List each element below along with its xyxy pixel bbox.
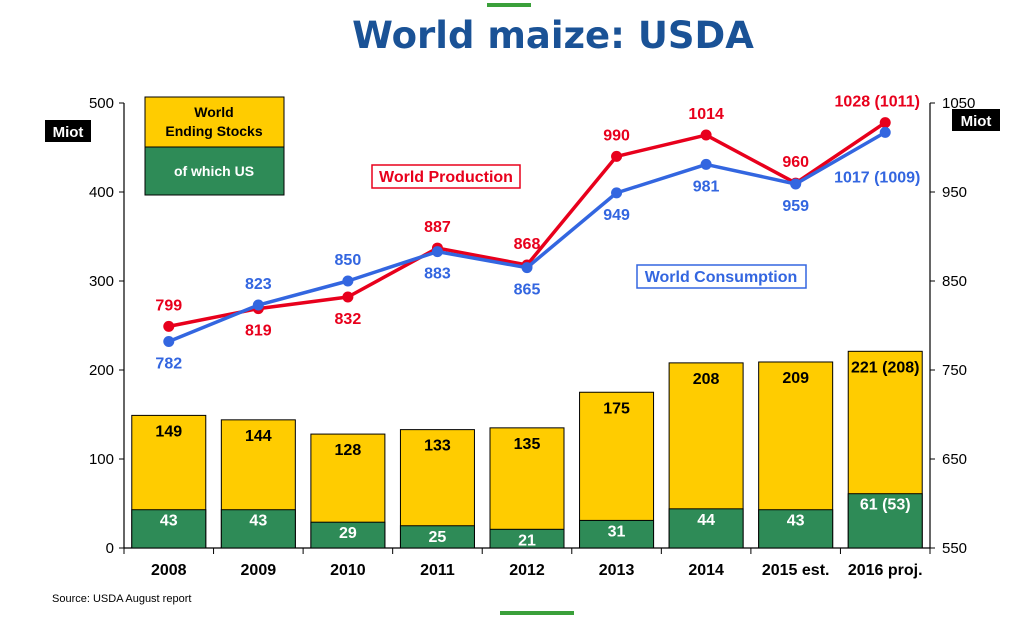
consumption-point — [431, 246, 443, 258]
bar-stocks-label: 209 — [782, 370, 809, 387]
production-point — [163, 320, 175, 332]
right-unit-box — [952, 109, 1000, 131]
consumption-data-label: 981 — [693, 178, 720, 195]
bar-us-stocks — [847, 493, 923, 549]
consumption-data-label: 1017 (1009) — [834, 169, 920, 186]
production-point — [700, 129, 712, 141]
consumption-point — [521, 262, 533, 274]
production-point — [611, 150, 623, 162]
legend-stocks-swatch — [144, 96, 285, 148]
x-tick-label: 2013 — [599, 562, 635, 579]
right-tick-label: 850 — [942, 273, 967, 290]
right-tick-label: 750 — [942, 362, 967, 379]
bar-us-label: 43 — [787, 513, 805, 530]
source-note: Source: USDA August report — [52, 593, 192, 605]
bar-stocks-label: 133 — [424, 438, 451, 455]
bar-stocks-label: 128 — [335, 442, 362, 459]
legend-stocks-label: Ending Stocks — [165, 123, 262, 139]
production-data-label: 832 — [335, 311, 362, 328]
bar-us-label: 29 — [339, 525, 357, 542]
consumption-data-label: 959 — [782, 198, 809, 215]
left-tick-label: 500 — [89, 95, 114, 112]
bar-us-label: 43 — [249, 513, 267, 530]
bar-us-label: 31 — [608, 523, 626, 540]
consumption-point — [252, 299, 264, 311]
chart-title: World maize: USDA — [352, 14, 754, 57]
bar-stocks-label: 149 — [155, 423, 182, 440]
bar-us-stocks — [399, 525, 475, 549]
bottom-accent-line — [500, 611, 574, 615]
consumption-point — [163, 336, 175, 348]
left-tick-label: 300 — [89, 273, 114, 290]
right-tick-label: 950 — [942, 184, 967, 201]
bar-us-stocks — [489, 528, 565, 549]
consumption-data-label: 823 — [245, 276, 272, 293]
left-unit-box — [45, 120, 91, 142]
bar-ending-stocks — [489, 427, 565, 549]
bar-us-label: 43 — [160, 513, 178, 530]
bar-stocks-label: 221 (208) — [851, 359, 920, 376]
left-tick-label: 400 — [89, 184, 114, 201]
consumption-data-label: 865 — [514, 282, 541, 299]
bar-us-stocks — [310, 521, 386, 549]
production-data-label: 819 — [245, 323, 272, 340]
legend-us-swatch — [144, 146, 285, 196]
right-tick-label: 650 — [942, 451, 967, 468]
consumption-point — [611, 187, 623, 199]
production-point — [879, 117, 891, 129]
production-legend-label: World Production — [379, 169, 513, 186]
left-tick-label: 100 — [89, 451, 114, 468]
bar-stocks-label: 175 — [603, 400, 630, 417]
x-tick-label: 2014 — [688, 562, 724, 579]
bar-us-stocks — [668, 508, 744, 549]
consumption-point — [700, 158, 712, 170]
right-tick-label: 1050 — [942, 95, 975, 112]
production-data-label: 1014 — [688, 106, 724, 123]
bar-us-stocks — [579, 519, 655, 549]
consumption-point — [879, 126, 891, 138]
consumption-point — [342, 275, 354, 287]
bar-us-label: 44 — [697, 512, 715, 529]
consumption-point — [790, 178, 802, 190]
x-tick-label: 2012 — [509, 562, 545, 579]
production-data-label: 990 — [603, 127, 630, 144]
consumption-data-label: 883 — [424, 266, 451, 283]
legend-stocks-label: World — [194, 104, 233, 120]
x-tick-label: 2016 proj. — [848, 562, 923, 579]
left-tick-label: 200 — [89, 362, 114, 379]
production-data-label: 887 — [424, 219, 451, 236]
production-data-label: 960 — [782, 154, 809, 171]
left-tick-label: 0 — [106, 540, 114, 557]
right-unit-label: Miot — [961, 113, 992, 130]
x-tick-label: 2011 — [420, 562, 455, 579]
consumption-data-label: 949 — [603, 207, 630, 224]
x-tick-label: 2010 — [330, 562, 366, 579]
top-accent-line — [487, 3, 531, 7]
bar-us-label: 25 — [429, 529, 447, 546]
x-tick-label: 2008 — [151, 562, 187, 579]
legend-us-label: of which US — [174, 163, 254, 179]
consumption-legend-box — [636, 264, 807, 289]
bar-us-stocks — [131, 509, 207, 549]
left-unit-label: Miot — [53, 124, 84, 141]
production-data-label: 1028 (1011) — [835, 94, 920, 111]
bar-stocks-label: 144 — [245, 428, 272, 445]
production-data-label: 868 — [514, 236, 541, 253]
bar-us-label: 21 — [518, 532, 536, 549]
bar-stocks-label: 135 — [514, 436, 541, 453]
bar-stocks-label: 208 — [693, 371, 720, 388]
production-point — [342, 291, 354, 303]
production-legend-box — [371, 164, 521, 189]
x-tick-label: 2015 est. — [762, 562, 830, 579]
bar-us-label: 61 (53) — [860, 497, 911, 514]
consumption-data-label: 850 — [335, 252, 362, 269]
bar-us-stocks — [220, 509, 296, 549]
consumption-legend-label: World Consumption — [645, 269, 798, 286]
right-tick-label: 550 — [942, 540, 967, 557]
x-tick-label: 2009 — [241, 562, 277, 579]
consumption-data-label: 782 — [155, 356, 182, 373]
production-data-label: 799 — [155, 297, 182, 314]
bar-us-stocks — [758, 509, 834, 549]
